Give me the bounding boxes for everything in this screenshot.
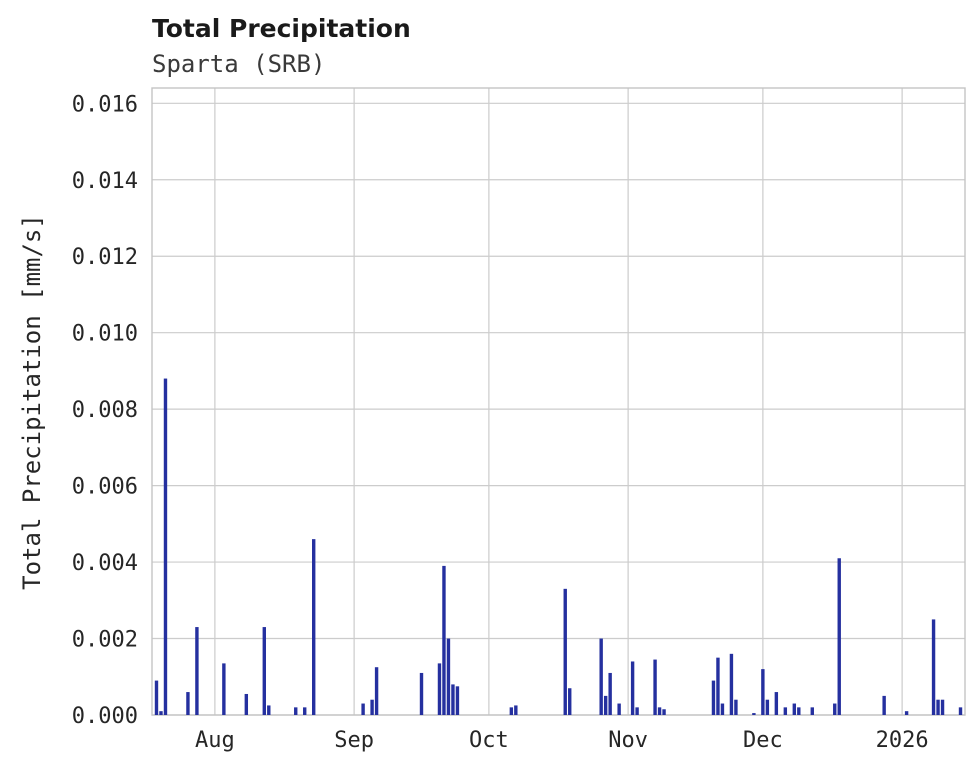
x-tick-label: Dec [743, 728, 783, 753]
precip-bar [783, 707, 788, 715]
precip-bar [608, 672, 612, 715]
precip-bar [303, 707, 307, 715]
precip-bar [630, 661, 635, 715]
precip-bar [563, 588, 567, 715]
y-tick-label: 0.006 [72, 475, 138, 500]
precip-bar [617, 703, 621, 715]
chart-title: Total Precipitation [152, 14, 411, 43]
precip-bar [797, 707, 801, 715]
precip-bar [222, 663, 226, 715]
precip-bar [419, 672, 424, 715]
precip-bar [568, 688, 572, 715]
precip-bar [442, 565, 446, 715]
precip-bar [374, 667, 379, 715]
precip-bar [720, 703, 725, 715]
precip-bar [940, 699, 945, 715]
plot-frame [151, 87, 966, 716]
precip-bar [159, 711, 163, 715]
precip-bar [882, 695, 886, 715]
precip-bar [294, 707, 298, 715]
precip-bar [451, 684, 455, 715]
precip-bar [514, 705, 518, 715]
precip-bar [774, 692, 779, 715]
precip-bar [455, 686, 460, 715]
y-tick-label: 0.016 [72, 92, 138, 117]
y-tick-label: 0.002 [72, 628, 138, 653]
precip-bar [734, 699, 738, 715]
y-tick-label: 0.012 [72, 245, 138, 270]
x-tick-label: Sep [334, 728, 374, 753]
precip-bar [312, 539, 316, 715]
precip-bar [657, 707, 662, 715]
precip-bar [662, 709, 666, 715]
precip-bar [761, 669, 765, 715]
y-tick-label: 0.010 [72, 322, 138, 347]
y-tick-label: 0.000 [72, 704, 138, 729]
precip-bar [446, 638, 451, 715]
y-tick-label: 0.014 [72, 169, 138, 194]
precip-bar [810, 707, 814, 715]
precip-bar [711, 680, 716, 715]
precip-bar [154, 680, 159, 715]
chart-subtitle: Sparta (SRB) [152, 50, 326, 78]
y-tick-label: 0.004 [72, 551, 138, 576]
precip-bar [752, 713, 756, 715]
precip-bar [635, 707, 639, 715]
precip-bar [599, 638, 603, 715]
x-tick-label: Aug [195, 728, 235, 753]
x-tick-label: Oct [469, 728, 509, 753]
precip-bar [653, 659, 657, 715]
precip-bar [729, 653, 734, 715]
precip-bar [186, 692, 190, 715]
precip-bar [765, 699, 770, 715]
precip-bar [361, 703, 365, 715]
precip-bar [244, 693, 249, 715]
precip-bar [792, 703, 797, 715]
precip-bar [262, 627, 266, 715]
precip-bar [958, 707, 963, 715]
precip-bar [904, 711, 909, 715]
precip-bar [163, 378, 168, 715]
precip-bar [267, 705, 271, 715]
precip-bar [195, 627, 199, 715]
precip-bar [509, 707, 514, 715]
precip-bar [936, 699, 940, 715]
y-tick-label: 0.008 [72, 398, 138, 423]
precip-bar [437, 663, 442, 715]
precip-bar [833, 703, 837, 715]
x-tick-label: Nov [608, 728, 648, 753]
precip-bar [603, 695, 608, 715]
precip-bar [716, 657, 720, 715]
precip-bar [931, 619, 936, 715]
precip-bar [837, 558, 841, 715]
x-tick-label: 2026 [876, 728, 929, 753]
precip-bar [370, 699, 374, 715]
